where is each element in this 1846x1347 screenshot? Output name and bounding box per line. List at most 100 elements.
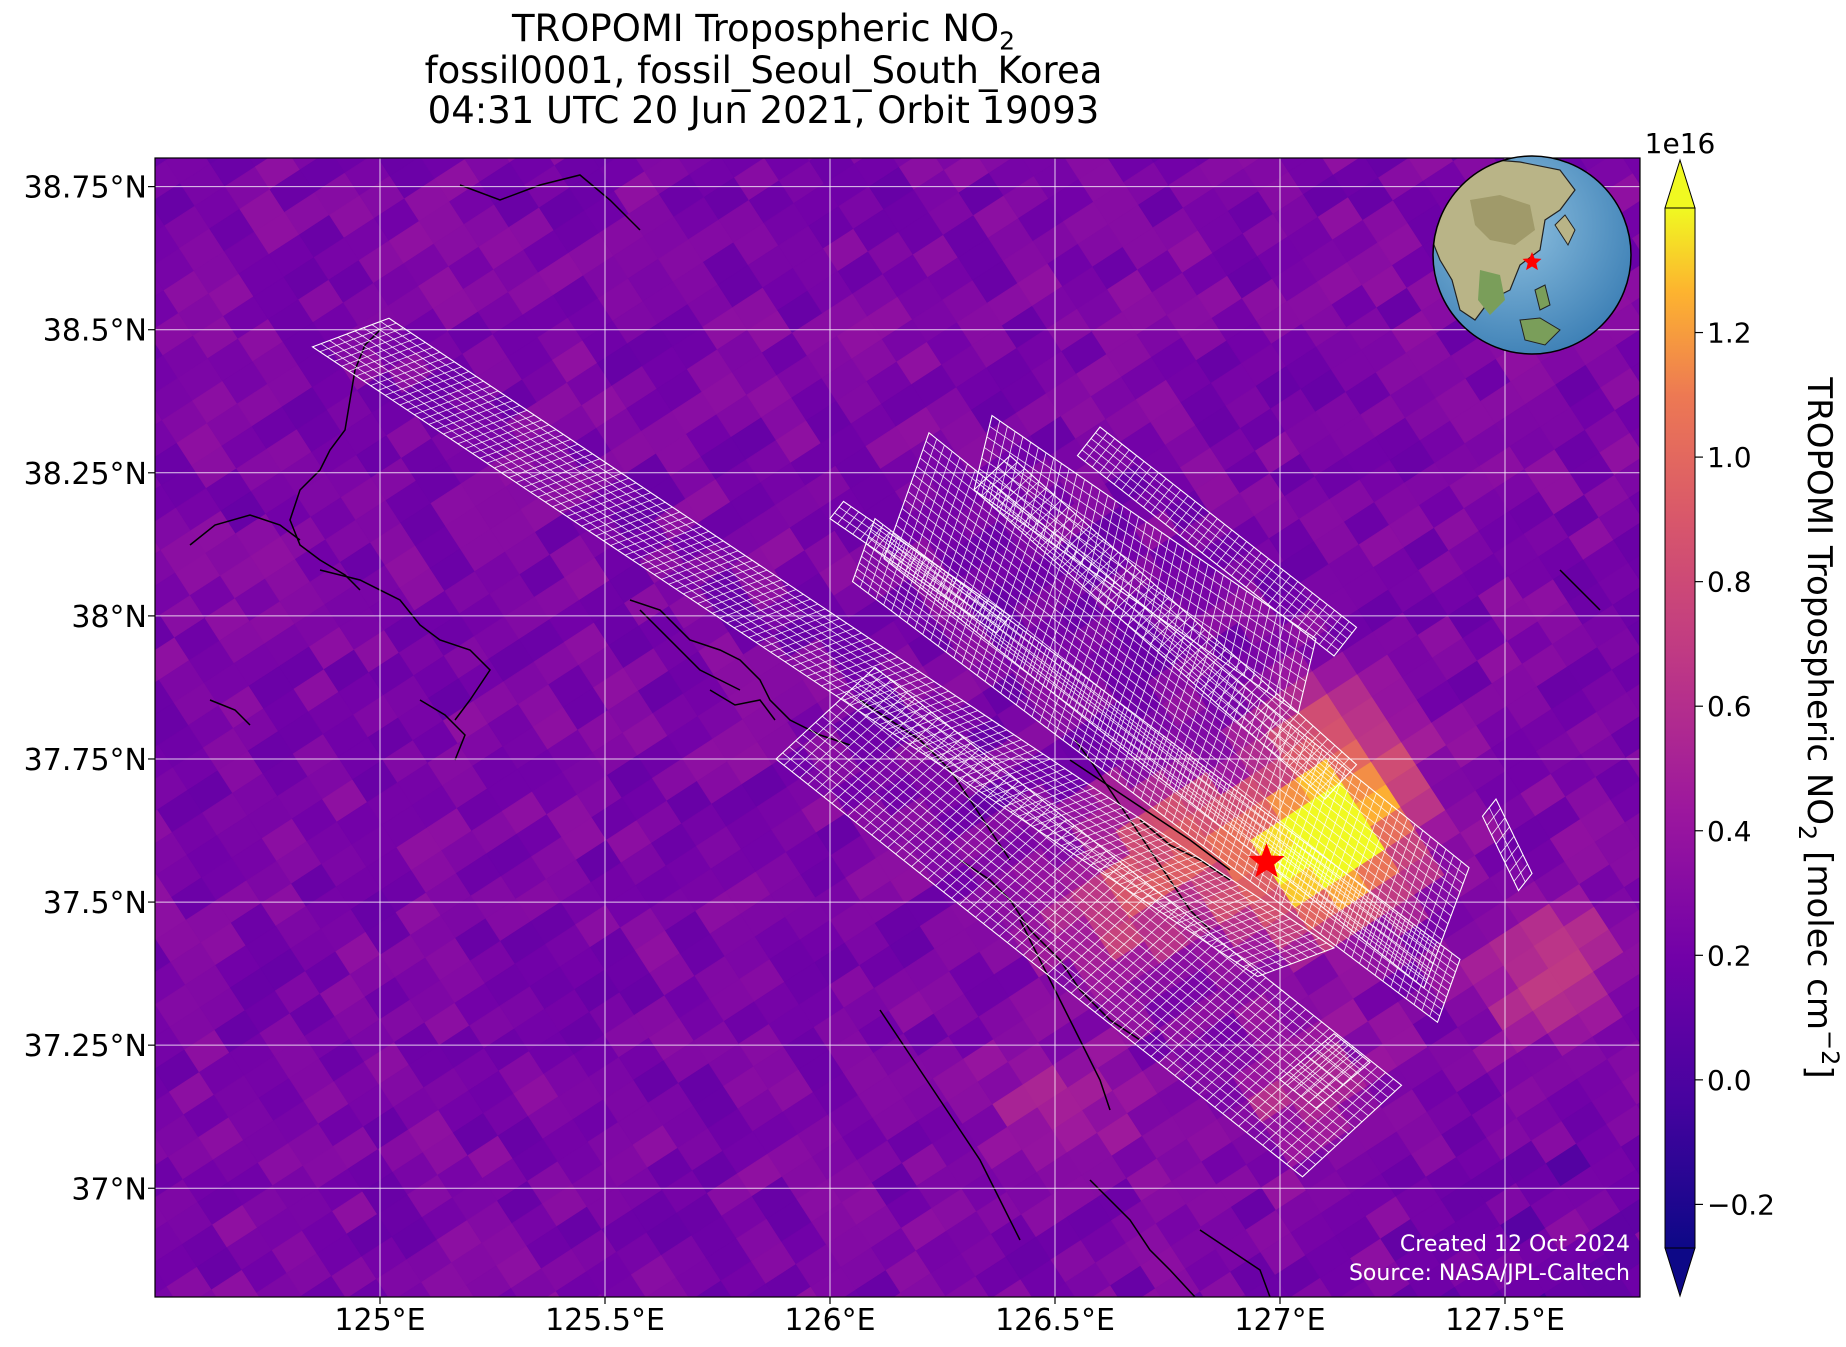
swath-row-line: [1126, 945, 1227, 1038]
swath-row-line: [807, 692, 908, 785]
swath-row-line: [646, 540, 724, 571]
swath-row-line: [1086, 914, 1187, 1007]
swath-row-line: [1035, 457, 1055, 533]
map-plot-area: [99, 99, 1641, 1347]
no2-pixel: [1627, 554, 1640, 582]
x-tick-label: 125°E: [334, 1303, 425, 1338]
swath-row-line: [837, 506, 852, 525]
swath-row-line: [435, 400, 513, 430]
swath-row-line: [1133, 865, 1211, 895]
swath-column-line: [895, 524, 1437, 957]
no2-pixel: [825, 99, 870, 141]
colorbar-gradient: [1664, 207, 1696, 1249]
no2-pixel: [960, 108, 1005, 150]
swath-row-line: [486, 434, 564, 464]
no2-pixel: [1150, 158, 1162, 164]
no2-pixel: [241, 1315, 286, 1347]
swath-row-line: [911, 774, 1011, 867]
swath-row-line: [1304, 604, 1328, 634]
swath-row-line: [1289, 633, 1309, 708]
swath-row-line: [1392, 842, 1439, 964]
no2-pixel: [103, 375, 148, 417]
swath-column-line: [868, 673, 1396, 1092]
swath-column-line: [841, 697, 1369, 1117]
no2-pixel: [705, 113, 750, 155]
swath-row-line: [1107, 612, 1154, 737]
no2-pixel: [978, 158, 1013, 174]
swath-row-line: [1331, 793, 1377, 915]
globe-outline: [1432, 155, 1632, 355]
swath-row-line: [1151, 537, 1170, 613]
colorbar-tick-label: 0.6: [1707, 690, 1752, 723]
no2-pixel: [1628, 490, 1640, 516]
no2-pixel: [109, 1112, 154, 1154]
no2-pixel: [104, 245, 149, 287]
x-tick-label: 126°E: [784, 1303, 875, 1338]
no2-pixel: [155, 672, 160, 683]
swath-row-line: [981, 605, 996, 623]
no2-pixel: [451, 1308, 496, 1347]
swath-column-line: [1081, 449, 1339, 651]
swath-row-line: [1023, 863, 1123, 956]
no2-pixel: [292, 158, 319, 171]
no2-pixel: [155, 540, 162, 555]
swath-row-line: [624, 526, 702, 556]
swath-column-line: [380, 321, 1326, 952]
swath-row-line: [1099, 443, 1123, 474]
coastline-path: [209, 699, 251, 726]
swath-row-line: [879, 749, 979, 842]
coastline-path: [1019, 919, 1111, 1111]
swath-row-line: [1177, 894, 1255, 924]
no2-pixel: [1621, 1069, 1640, 1106]
swath-column-line: [363, 327, 1309, 958]
no2-pixel: [497, 1287, 518, 1297]
no2-pixel: [1597, 562, 1640, 606]
swath-row-line: [919, 781, 1019, 874]
swath-row-line: [1061, 575, 1107, 700]
no2-pixel: [301, 1275, 346, 1297]
y-tick-label: 38.25°N: [24, 457, 147, 492]
swath-row-line: [1113, 455, 1137, 485]
swath-row-line: [661, 550, 739, 580]
no2-pixel: [1608, 909, 1640, 953]
colorbar-label-exponent: −2: [1816, 1030, 1844, 1065]
swath-row-line: [1230, 712, 1277, 835]
swath-column-line: [861, 556, 1447, 998]
swath-row-line: [719, 589, 797, 619]
no2-pixel: [1599, 432, 1640, 476]
swath-row-line: [697, 574, 775, 604]
swath-row-line: [988, 768, 1066, 798]
swath-row-line: [867, 527, 882, 545]
no2-pixel: [807, 158, 815, 162]
swath-column-line: [925, 440, 1467, 877]
swath-row-line: [973, 600, 988, 618]
no2-pixel: [1408, 158, 1410, 159]
swath-row-line: [953, 488, 999, 614]
no2-pixel: [99, 700, 144, 742]
swath-row-line: [1157, 489, 1181, 519]
swath-row-line: [966, 753, 1044, 784]
swath-column-line: [997, 466, 1347, 777]
swath-row-line: [1004, 436, 1024, 512]
swath-row-line: [341, 337, 419, 367]
no2-pixel: [893, 158, 914, 168]
y-tick-label: 37.5°N: [43, 886, 147, 921]
swath-row-line: [1289, 592, 1313, 622]
swath-row-line: [421, 390, 499, 420]
swath-row-line: [899, 445, 945, 572]
swath-row-line: [976, 507, 1022, 633]
swath-row-line: [1104, 505, 1124, 581]
globe-inland-region: [1470, 195, 1535, 245]
no2-pixel: [1616, 265, 1640, 304]
swath-row-line: [1216, 535, 1240, 565]
swath-row-line: [1253, 564, 1277, 594]
swath-row-line: [1292, 761, 1339, 884]
swath-row-line: [1245, 558, 1269, 588]
y-tick-label: 37.75°N: [24, 743, 147, 778]
swath-row-line: [399, 376, 477, 406]
no2-pixel: [463, 158, 468, 160]
no2-pixel: [661, 1300, 706, 1342]
swath-row-line: [1150, 964, 1251, 1057]
swath-row-line: [617, 521, 695, 551]
swath-row-line: [683, 564, 760, 595]
